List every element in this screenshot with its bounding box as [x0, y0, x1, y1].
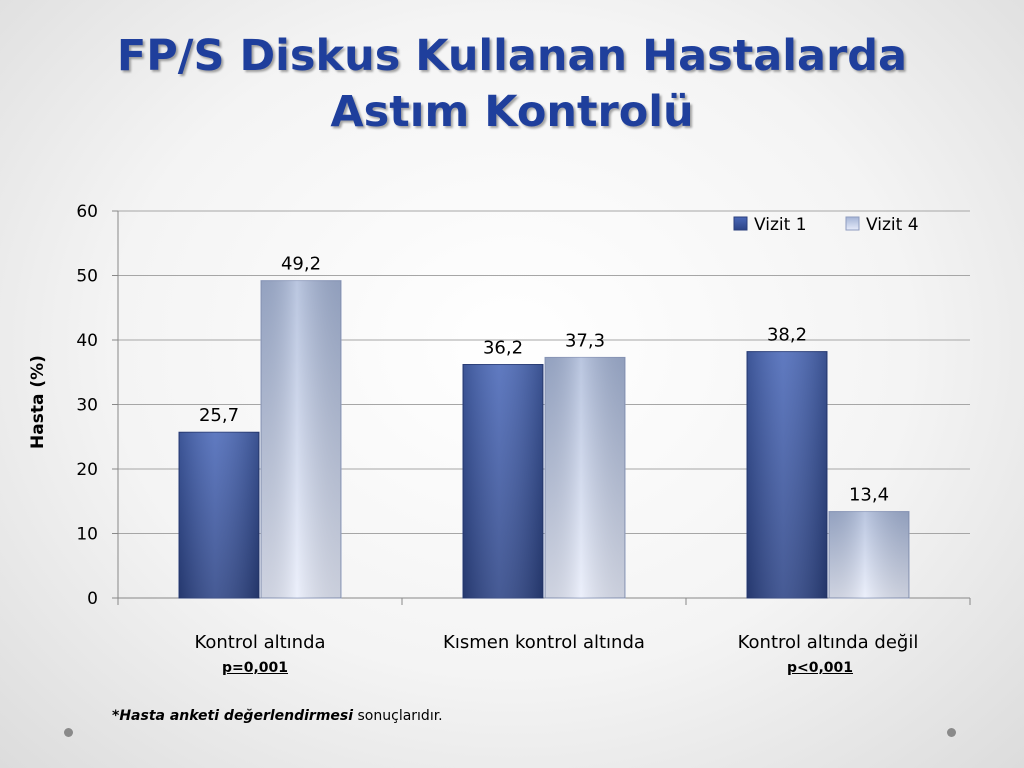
footnote-rest: sonuçlarıdır. — [353, 708, 443, 724]
bullet-dot-left — [64, 728, 73, 737]
y-tick-label: 40 — [76, 331, 98, 351]
y-tick-label: 50 — [76, 267, 98, 287]
title-line-2: Astım Kontrolü — [330, 87, 694, 137]
y-axis-label: Hasta (%) — [28, 355, 48, 449]
y-tick-label: 0 — [87, 589, 98, 609]
y-tick-label: 20 — [76, 460, 98, 480]
y-tick-label: 30 — [76, 396, 98, 416]
gridlines — [118, 210, 970, 534]
legend: Vizit 1 Vizit 4 — [733, 215, 919, 235]
x-tick-label: Kısmen kontrol altında — [443, 632, 645, 653]
data-label: 13,4 — [849, 485, 889, 506]
bar-vizit-1 — [462, 364, 544, 599]
x-tick-label: Kontrol altında değil — [738, 632, 919, 653]
significance-group-3: p<0,001 — [786, 660, 854, 676]
bar-vizit-4 — [544, 356, 626, 599]
data-label: 37,3 — [565, 330, 605, 351]
bar-vizit-1 — [746, 351, 828, 599]
legend-label: Vizit 1 — [754, 215, 807, 235]
data-label: 25,7 — [199, 405, 239, 426]
data-label: 36,2 — [483, 338, 523, 359]
footnote: *Hasta anketi değerlendirmesi sonuçlarıd… — [112, 708, 443, 724]
title-line-1: FP/S Diskus Kullanan Hastalarda — [116, 31, 908, 81]
bar-shade — [261, 280, 341, 598]
footnote-bold: *Hasta anketi değerlendirmesi — [112, 708, 354, 724]
slide-title: FP/S Diskus Kullanan Hastalarda Astım Ko… — [0, 28, 1024, 140]
significance-group-1: p=0,001 — [221, 660, 289, 676]
data-label: 38,2 — [767, 325, 807, 346]
y-tick-label: 10 — [76, 525, 98, 545]
data-label: 49,2 — [281, 254, 321, 275]
bar-shade — [829, 511, 909, 598]
legend-swatch — [845, 216, 860, 231]
x-tick-label: Kontrol altında — [194, 632, 325, 653]
bar-shade — [747, 351, 827, 598]
legend-swatch — [733, 216, 748, 231]
legend-item: Vizit 4 — [845, 215, 919, 235]
bullet-dot-right — [947, 728, 956, 737]
y-tick-label: 60 — [76, 202, 98, 222]
bar-vizit-4 — [260, 280, 342, 599]
bar-vizit-4 — [828, 511, 910, 599]
axes: 0 10 20 30 40 50 60 Kontrol altında Kısmen kontr… — [76, 202, 971, 653]
bar-shade — [179, 432, 259, 598]
data-labels: 25,7 49,2 36,2 37,3 38,2 13,4 — [199, 254, 889, 506]
bar-vizit-1 — [178, 431, 260, 599]
bar-shade — [545, 357, 625, 598]
bar-shade — [463, 364, 543, 598]
bars — [178, 280, 910, 599]
legend-label: Vizit 4 — [866, 215, 919, 235]
legend-item: Vizit 1 — [733, 215, 807, 235]
